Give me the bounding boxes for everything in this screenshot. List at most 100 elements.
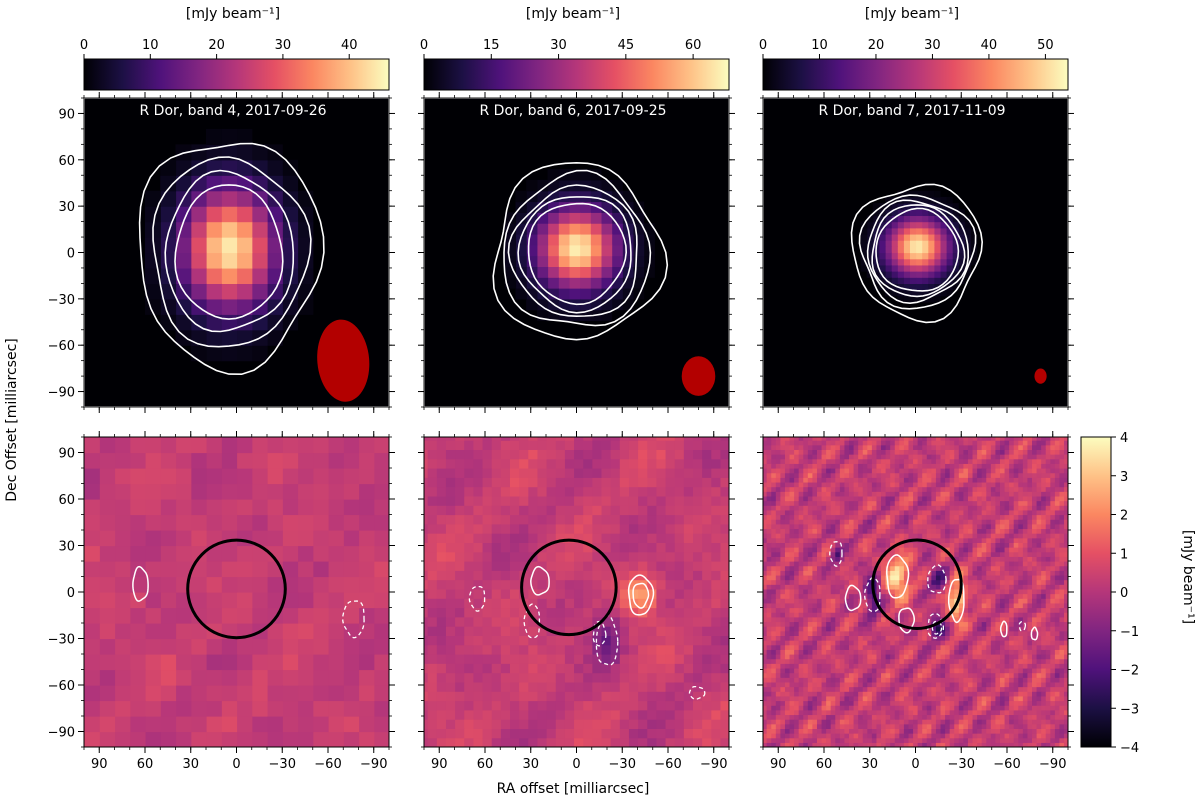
residual-pixel (990, 635, 996, 641)
residual-pixel (885, 672, 891, 678)
residual-pixel (436, 672, 446, 683)
residual-pixel (463, 681, 474, 692)
residual-pixel (1017, 691, 1023, 697)
residual-pixel (985, 686, 991, 692)
residual-pixel (1054, 681, 1060, 688)
residual-pixel (683, 477, 693, 488)
residual-pixel (1035, 528, 1042, 534)
residual-pixel (935, 514, 941, 520)
residual-pixel (912, 621, 918, 627)
residual-pixel (564, 561, 575, 571)
residual-pixel (999, 723, 1005, 729)
residual-pixel (912, 528, 918, 534)
image-pixel (885, 264, 892, 272)
residual-pixel (1031, 477, 1037, 483)
residual-pixel (683, 616, 693, 627)
residual-pixel (481, 533, 492, 543)
image-pixel (547, 169, 559, 181)
residual-pixel (926, 486, 932, 492)
residual-pixel (674, 681, 684, 692)
residual-pixel (962, 505, 968, 511)
residual-pixel (509, 477, 520, 488)
residual-pixel (962, 691, 968, 697)
residual-pixel (1054, 500, 1060, 506)
residual-pixel (674, 468, 684, 478)
residual-pixel (958, 658, 964, 664)
residual-pixel (880, 588, 886, 595)
residual-pixel (710, 468, 721, 478)
residual-pixel (190, 592, 207, 609)
residual-pixel (445, 495, 456, 506)
residual-pixel (1013, 677, 1019, 683)
residual-pixel (903, 579, 909, 585)
residual-pixel (903, 542, 909, 548)
residual-pixel (885, 658, 891, 664)
residual-pixel (1008, 658, 1014, 664)
image-pixel (221, 329, 238, 346)
residual-pixel (894, 593, 900, 599)
residual-pixel (683, 737, 693, 747)
residual-pixel (1013, 709, 1019, 716)
residual-pixel (424, 644, 428, 655)
image-pixel (903, 246, 910, 254)
residual-pixel (445, 654, 456, 664)
residual-pixel (1008, 733, 1014, 739)
residual-pixel (1008, 672, 1014, 678)
residual-pixel (573, 626, 584, 636)
residual-pixel (481, 654, 492, 664)
residual-pixel (701, 644, 712, 655)
image-pixel (526, 288, 538, 300)
residual-pixel (985, 723, 991, 729)
residual-pixel (926, 556, 932, 562)
image-pixel (236, 283, 253, 300)
residual-pixel (907, 742, 914, 747)
residual-pixel (971, 733, 978, 739)
residual-pixel (994, 630, 1000, 636)
residual-pixel (1035, 640, 1042, 646)
residual-pixel (582, 709, 593, 720)
residual-pixel (454, 440, 465, 450)
residual-pixel (1040, 705, 1046, 711)
residual-pixel (930, 705, 936, 711)
residual-pixel (971, 542, 978, 548)
residual-pixel (921, 519, 927, 525)
residual-pixel (903, 468, 909, 474)
residual-pixel (719, 542, 729, 553)
residual-pixel (930, 542, 936, 548)
residual-pixel (926, 644, 932, 650)
residual-pixel (1022, 561, 1028, 567)
residual-pixel (1045, 723, 1051, 729)
residual-pixel (944, 491, 950, 497)
residual-pixel (976, 519, 982, 525)
residual-pixel (917, 728, 923, 734)
residual-pixel (1063, 579, 1068, 585)
residual-pixel (935, 714, 941, 720)
residual-pixel (1017, 468, 1023, 474)
image-pixel (536, 244, 549, 257)
residual-pixel (674, 561, 684, 571)
residual-pixel (692, 561, 703, 571)
residual-pixel (967, 537, 973, 543)
residual-pixel (1045, 528, 1051, 534)
image-pixel (632, 244, 645, 257)
residual-pixel (84, 437, 100, 454)
residual-pixel (967, 533, 973, 539)
image-pixel (885, 221, 892, 229)
residual-pixel (1031, 733, 1037, 739)
residual-pixel (898, 640, 904, 646)
residual-pixel (1003, 547, 1010, 553)
residual-pixel (930, 477, 936, 483)
residual-pixel (1049, 547, 1055, 553)
residual-pixel (949, 644, 955, 650)
residual-pixel (646, 644, 657, 655)
residual-pixel (463, 719, 474, 729)
residual-pixel (527, 561, 538, 571)
residual-pixel (889, 514, 895, 520)
residual-pixel (619, 523, 629, 534)
residual-pixel (958, 463, 964, 469)
residual-pixel (990, 565, 996, 571)
residual-pixel (1045, 598, 1051, 604)
residual-pixel (880, 528, 886, 534)
residual-pixel (962, 695, 968, 702)
residual-pixel (509, 654, 520, 664)
